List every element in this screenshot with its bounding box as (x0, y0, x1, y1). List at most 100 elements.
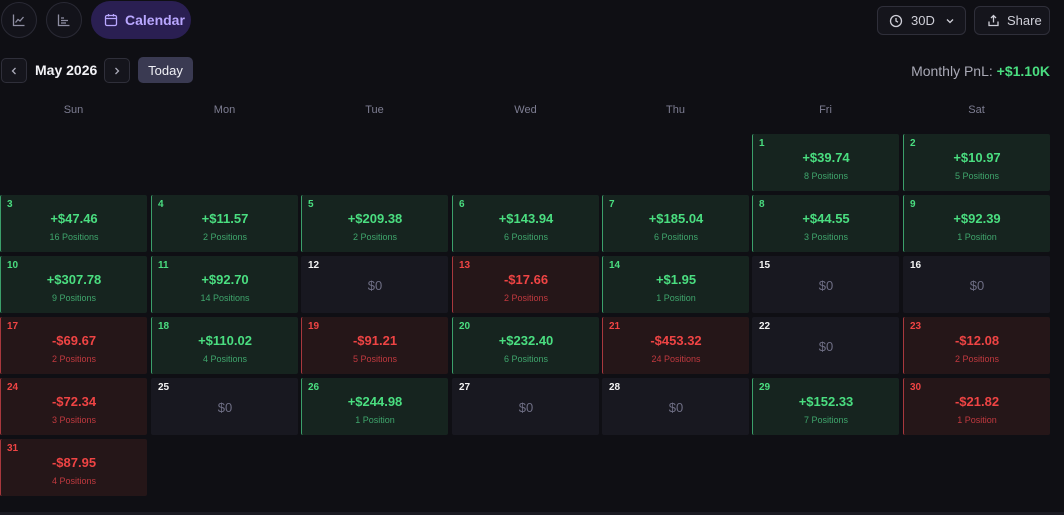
top-toolbar: Calendar 30D Share (0, 0, 1064, 40)
day-positions-count: 2 Positions (352, 232, 398, 242)
weekday-sat: Sat (968, 104, 985, 116)
chevron-down-icon (945, 16, 955, 26)
monthly-pnl-value: +$1.10K (996, 63, 1050, 79)
calendar-day-cell[interactable]: 16 $0 (903, 256, 1050, 313)
day-pnl-amount: -$69.67 (51, 333, 97, 348)
day-number: 25 (158, 382, 170, 393)
day-pnl-amount: +$39.74 (802, 150, 850, 165)
calendar-day-cell[interactable]: 2 +$10.97 5 Positions (903, 134, 1050, 191)
day-number: 12 (308, 260, 320, 271)
calendar-icon (104, 13, 118, 27)
line-chart-icon (12, 13, 26, 27)
day-pnl-amount: +$44.55 (802, 211, 850, 226)
day-positions-count: 14 Positions (200, 293, 250, 303)
day-number: 9 (910, 199, 916, 210)
today-button[interactable]: Today (138, 57, 193, 83)
calendar-day-cell[interactable]: 14 +$1.95 1 Position (602, 256, 749, 313)
weekday-header: Sun Mon Tue Wed Thu Fri Sat (0, 104, 1064, 120)
day-pnl-amount: $0 (518, 400, 534, 415)
day-pnl-amount: -$21.82 (954, 394, 1000, 409)
calendar-view-tab[interactable]: Calendar (91, 1, 191, 39)
calendar-day-cell[interactable]: 18 +$110.02 4 Positions (151, 317, 298, 374)
day-pnl-amount: -$17.66 (503, 272, 549, 287)
day-pnl-amount: +$10.97 (953, 150, 1001, 165)
day-positions-count: 2 Positions (202, 232, 248, 242)
share-button[interactable]: Share (974, 6, 1050, 35)
line-chart-view-button[interactable] (1, 2, 37, 38)
weekday-tue: Tue (365, 104, 384, 116)
monthly-pnl: Monthly PnL: +$1.10K (911, 63, 1050, 79)
day-number: 29 (759, 382, 771, 393)
calendar-day-cell[interactable]: 9 +$92.39 1 Position (903, 195, 1050, 252)
calendar-day-cell[interactable]: 21 -$453.32 24 Positions (602, 317, 749, 374)
calendar-day-cell[interactable]: 3 +$47.46 16 Positions (0, 195, 147, 252)
day-number: 13 (459, 260, 471, 271)
calendar-day-cell[interactable]: 1 +$39.74 8 Positions (752, 134, 899, 191)
next-month-button[interactable] (104, 58, 130, 83)
calendar-day-cell[interactable]: 10 +$307.78 9 Positions (0, 256, 147, 313)
day-pnl-amount: $0 (668, 400, 684, 415)
day-pnl-amount: +$47.46 (50, 211, 98, 226)
calendar-day-cell[interactable]: 7 +$185.04 6 Positions (602, 195, 749, 252)
day-number: 22 (759, 321, 771, 332)
day-number: 26 (308, 382, 320, 393)
calendar-day-cell[interactable]: 28 $0 (602, 378, 749, 435)
day-number: 17 (7, 321, 19, 332)
share-icon (987, 14, 1000, 27)
calendar-day-cell[interactable]: 4 +$11.57 2 Positions (151, 195, 298, 252)
day-number: 27 (459, 382, 471, 393)
day-number: 14 (609, 260, 621, 271)
day-number: 15 (759, 260, 771, 271)
calendar-day-cell[interactable]: 11 +$92.70 14 Positions (151, 256, 298, 313)
calendar-day-cell[interactable]: 22 $0 (752, 317, 899, 374)
calendar-day-cell[interactable]: 17 -$69.67 2 Positions (0, 317, 147, 374)
day-number: 30 (910, 382, 922, 393)
calendar-tab-label: Calendar (125, 12, 185, 28)
range-select[interactable]: 30D (877, 6, 966, 35)
month-navigation: May 2026 Today Monthly PnL: +$1.10K (0, 57, 1064, 84)
calendar-day-cell[interactable]: 26 +$244.98 1 Position (301, 378, 448, 435)
chevron-right-icon (112, 66, 122, 76)
weekday-fri: Fri (819, 104, 832, 116)
day-pnl-amount: +$185.04 (648, 211, 704, 226)
calendar-day-cell[interactable]: 25 $0 (151, 378, 298, 435)
calendar-day-cell[interactable]: 24 -$72.34 3 Positions (0, 378, 147, 435)
calendar-day-cell[interactable]: 8 +$44.55 3 Positions (752, 195, 899, 252)
monthly-pnl-label: Monthly PnL: (911, 63, 993, 79)
day-pnl-amount: $0 (217, 400, 233, 415)
calendar-day-cell[interactable]: 19 -$91.21 5 Positions (301, 317, 448, 374)
day-positions-count: 2 Positions (503, 293, 549, 303)
day-pnl-amount: -$12.08 (954, 333, 1000, 348)
calendar-day-cell[interactable]: 31 -$87.95 4 Positions (0, 439, 147, 496)
calendar-day-cell[interactable]: 23 -$12.08 2 Positions (903, 317, 1050, 374)
day-number: 6 (459, 199, 465, 210)
calendar-day-cell[interactable]: 13 -$17.66 2 Positions (452, 256, 599, 313)
calendar-day-cell[interactable]: 12 $0 (301, 256, 448, 313)
calendar-day-cell[interactable]: 20 +$232.40 6 Positions (452, 317, 599, 374)
chevron-left-icon (9, 66, 19, 76)
day-pnl-amount: +$244.98 (347, 394, 403, 409)
day-number: 19 (308, 321, 320, 332)
day-pnl-amount: $0 (367, 278, 383, 293)
month-title: May 2026 (35, 62, 98, 78)
calendar-day-cell[interactable]: 29 +$152.33 7 Positions (752, 378, 899, 435)
calendar-day-cell[interactable]: 27 $0 (452, 378, 599, 435)
calendar-day-cell[interactable]: 15 $0 (752, 256, 899, 313)
weekday-sun: Sun (63, 104, 84, 116)
calendar-day-cell[interactable]: 5 +$209.38 2 Positions (301, 195, 448, 252)
day-positions-count: 2 Positions (954, 354, 1000, 364)
day-positions-count: 3 Positions (803, 232, 849, 242)
bar-chart-view-button[interactable] (46, 2, 82, 38)
bottom-divider (0, 512, 1064, 515)
calendar-day-cell[interactable]: 6 +$143.94 6 Positions (452, 195, 599, 252)
bar-chart-icon (57, 13, 71, 27)
previous-month-button[interactable] (1, 58, 27, 83)
calendar-day-cell[interactable]: 30 -$21.82 1 Position (903, 378, 1050, 435)
range-value: 30D (911, 13, 935, 28)
day-positions-count: 1 Position (355, 415, 395, 425)
day-number: 5 (308, 199, 314, 210)
day-positions-count: 2 Positions (51, 354, 97, 364)
weekday-thu: Thu (666, 104, 685, 116)
day-pnl-amount: $0 (969, 278, 985, 293)
day-number: 8 (759, 199, 765, 210)
